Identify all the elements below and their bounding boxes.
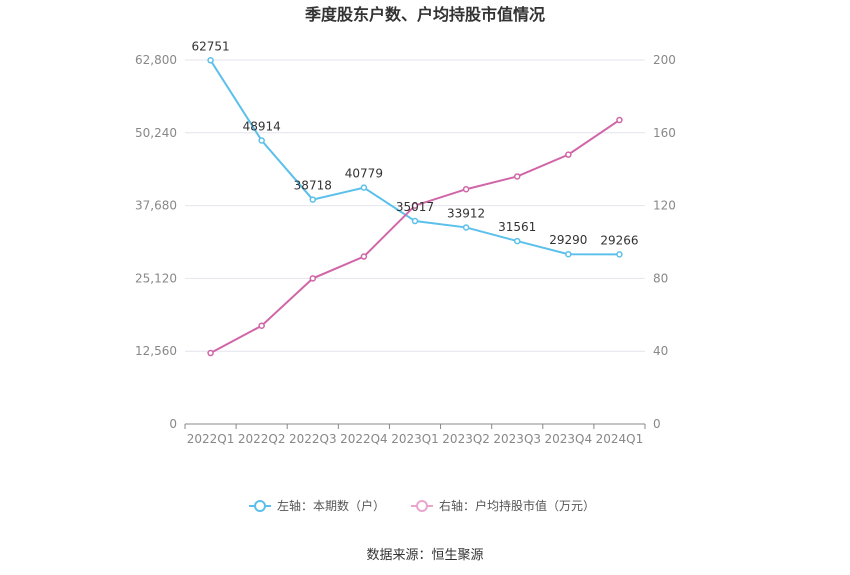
legend-item-1[interactable]: 左轴：本期数（户） — [249, 498, 385, 513]
data-point — [360, 253, 368, 260]
data-point — [309, 196, 317, 203]
data-point — [462, 224, 470, 231]
left-axis-tick-label: 62,800 — [135, 53, 177, 67]
data-point — [207, 57, 214, 64]
data-label: 62751 — [191, 39, 229, 53]
legend[interactable]: 左轴：本期数（户） 右轴：户均持股市值（万元） — [249, 498, 595, 513]
legend-item-2[interactable]: 右轴：户均持股市值（万元） — [411, 498, 595, 513]
left-axis-tick-label: 37,680 — [135, 199, 177, 213]
data-label: 31561 — [498, 220, 536, 234]
legend-marker — [416, 500, 428, 512]
data-point — [411, 202, 419, 209]
data-label: 48914 — [243, 119, 281, 133]
x-axis-tick-label: 2022Q2 — [238, 432, 286, 446]
left-axis-tick-label: 12,560 — [135, 344, 177, 358]
data-point — [616, 116, 623, 124]
data-point — [360, 184, 368, 191]
left-axis-tick-label: 25,120 — [135, 271, 177, 285]
data-point — [207, 349, 214, 357]
data-point — [258, 137, 265, 144]
data-point — [411, 217, 419, 225]
x-axis-tick-label: 2024Q1 — [596, 432, 644, 446]
x-axis-tick-label: 2023Q3 — [493, 432, 541, 446]
data-point — [565, 151, 572, 158]
data-label: 35017 — [396, 200, 434, 214]
series-1 — [207, 57, 623, 258]
legend-marker — [254, 500, 266, 512]
right-axis-tick-label: 0 — [653, 417, 661, 431]
x-axis-tick-label: 2023Q4 — [545, 432, 593, 446]
data-point — [565, 250, 572, 258]
right-axis-tick-label: 40 — [653, 344, 668, 358]
series-line — [209, 59, 620, 256]
data-point — [513, 173, 521, 180]
series — [207, 57, 623, 357]
data-labels: 62751 48914 38718 40779 35017 33912 31561 29290… — [191, 39, 638, 247]
x-axis-tick-label: 2022Q1 — [187, 432, 235, 446]
data-point — [258, 322, 265, 329]
data-point — [616, 251, 623, 258]
x-axis-tick-label: 2023Q1 — [391, 432, 439, 446]
data-point — [462, 185, 470, 193]
legend-label: 左轴：本期数（户） — [277, 498, 385, 513]
legend-label: 右轴：户均持股市值（万元） — [439, 498, 595, 513]
data-label: 29290 — [549, 233, 587, 247]
series-2 — [207, 116, 623, 357]
right-axis-tick-label: 160 — [653, 126, 676, 140]
x-axis-tick-label: 2022Q4 — [340, 432, 388, 446]
data-label: 29266 — [600, 233, 638, 247]
chart-title: 季度股东户数、户均持股市值情况 — [304, 5, 545, 24]
source-note: 数据来源：恒生聚源 — [366, 548, 483, 563]
right-axis-tick-label: 200 — [653, 53, 676, 67]
x-axis-tick-label: 2023Q2 — [442, 432, 490, 446]
data-point — [513, 237, 521, 245]
data-label: 40779 — [345, 167, 383, 181]
right-axis-tick-label: 80 — [653, 271, 668, 285]
axes: 0 12,560 25,120 37,680 50,240 62,800 0 40 80 120 1… — [135, 53, 676, 446]
data-label: 33912 — [447, 206, 485, 220]
data-label: 38718 — [294, 179, 332, 193]
left-axis-tick-label: 0 — [169, 417, 177, 431]
left-axis-tick-label: 50,240 — [135, 126, 177, 140]
x-axis-tick-label: 2022Q3 — [289, 432, 337, 446]
data-point — [309, 275, 317, 282]
right-axis-tick-label: 120 — [653, 199, 676, 213]
